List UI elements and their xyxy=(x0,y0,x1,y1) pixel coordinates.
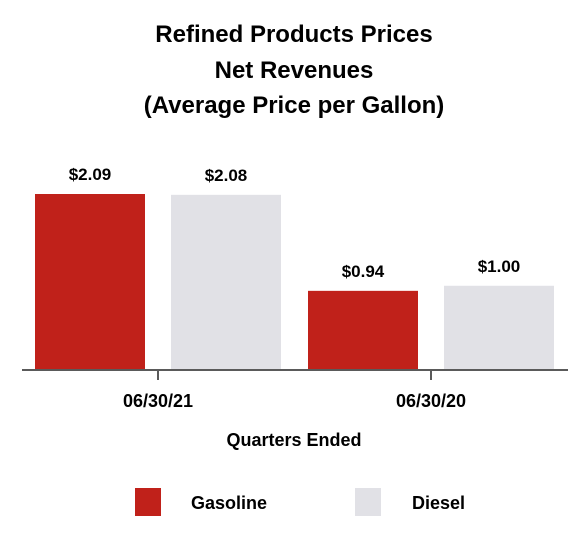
legend: Gasoline Diesel xyxy=(135,488,465,516)
legend-swatch-diesel xyxy=(355,488,381,516)
x-tick-label-1: 06/30/20 xyxy=(396,391,466,411)
x-tick-label-0: 06/30/21 xyxy=(123,391,193,411)
legend-label-diesel: Diesel xyxy=(412,493,465,513)
value-label-gasoline-06-30-21: $2.09 xyxy=(69,165,112,184)
value-labels: $2.09 $0.94 $2.08 $1.00 xyxy=(69,165,521,281)
legend-swatch-gasoline xyxy=(135,488,161,516)
x-axis-ticks xyxy=(157,370,432,380)
value-label-diesel-06-30-20: $1.00 xyxy=(478,257,521,276)
chart-title-line-1: Refined Products Prices xyxy=(155,21,432,48)
chart-title-line-2: Net Revenues xyxy=(215,57,374,84)
value-label-diesel-06-30-21: $2.08 xyxy=(205,166,248,185)
bar-gasoline-06-30-20 xyxy=(308,290,418,370)
bar-gasoline-06-30-21 xyxy=(35,194,145,370)
chart-title: Refined Products Prices Net Revenues (Aver… xyxy=(144,21,445,119)
value-label-gasoline-06-30-20: $0.94 xyxy=(342,262,385,281)
legend-label-gasoline: Gasoline xyxy=(191,493,267,513)
chart-title-line-3: (Average Price per Gallon) xyxy=(144,92,445,119)
bar-diesel-06-30-20 xyxy=(444,285,554,370)
x-axis-tick-labels: 06/30/21 06/30/20 xyxy=(123,391,466,411)
x-axis-title: Quarters Ended xyxy=(226,430,361,450)
bars xyxy=(35,194,554,370)
bar-diesel-06-30-21 xyxy=(171,194,281,370)
